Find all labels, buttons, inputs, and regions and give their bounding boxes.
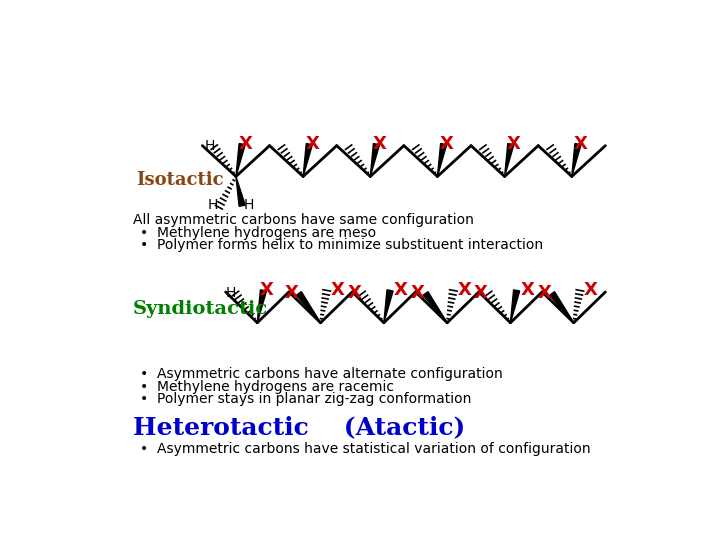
Text: H: H bbox=[207, 198, 218, 212]
Text: X: X bbox=[348, 284, 361, 302]
Text: X: X bbox=[521, 281, 534, 299]
Text: X: X bbox=[373, 135, 387, 153]
Text: H: H bbox=[204, 139, 215, 153]
Text: X: X bbox=[574, 135, 588, 153]
Text: X: X bbox=[260, 281, 274, 299]
Text: X: X bbox=[474, 284, 488, 302]
Polygon shape bbox=[510, 290, 520, 323]
Polygon shape bbox=[505, 144, 514, 177]
Text: All asymmetric carbons have same configuration: All asymmetric carbons have same configu… bbox=[132, 213, 474, 227]
Text: Syndiotactic: Syndiotactic bbox=[132, 300, 268, 318]
Text: X: X bbox=[330, 281, 345, 299]
Text: X: X bbox=[394, 281, 408, 299]
Text: •  Polymer stays in planar zig-zag conformation: • Polymer stays in planar zig-zag confor… bbox=[140, 392, 472, 406]
Text: •  Asymmetric carbons have alternate configuration: • Asymmetric carbons have alternate conf… bbox=[140, 367, 503, 381]
Text: X: X bbox=[440, 135, 454, 153]
Text: X: X bbox=[507, 135, 521, 153]
Polygon shape bbox=[370, 144, 379, 177]
Polygon shape bbox=[297, 292, 320, 323]
Polygon shape bbox=[236, 177, 246, 206]
Text: •  Asymmetric carbons have statistical variation of configuration: • Asymmetric carbons have statistical va… bbox=[140, 442, 591, 456]
Text: •  Methylene hydrogens are racemic: • Methylene hydrogens are racemic bbox=[140, 380, 395, 394]
Text: X: X bbox=[584, 281, 598, 299]
Text: X: X bbox=[410, 284, 425, 302]
Polygon shape bbox=[438, 144, 446, 177]
Text: Heterotactic    (Atactic): Heterotactic (Atactic) bbox=[132, 415, 465, 439]
Polygon shape bbox=[384, 290, 393, 323]
Text: X: X bbox=[305, 135, 320, 153]
Text: H: H bbox=[226, 286, 236, 300]
Polygon shape bbox=[423, 292, 447, 323]
Polygon shape bbox=[572, 144, 581, 177]
Text: X: X bbox=[284, 284, 298, 302]
Polygon shape bbox=[257, 290, 266, 323]
Text: •  Polymer forms helix to minimize substituent interaction: • Polymer forms helix to minimize substi… bbox=[140, 238, 544, 252]
Polygon shape bbox=[236, 144, 246, 177]
Text: X: X bbox=[238, 135, 252, 153]
Text: X: X bbox=[537, 284, 552, 302]
Text: Isotactic: Isotactic bbox=[137, 171, 224, 190]
Text: X: X bbox=[457, 281, 471, 299]
Polygon shape bbox=[549, 292, 574, 323]
Polygon shape bbox=[303, 144, 312, 177]
Text: H: H bbox=[243, 198, 253, 212]
Text: •  Methylene hydrogens are meso: • Methylene hydrogens are meso bbox=[140, 226, 377, 240]
